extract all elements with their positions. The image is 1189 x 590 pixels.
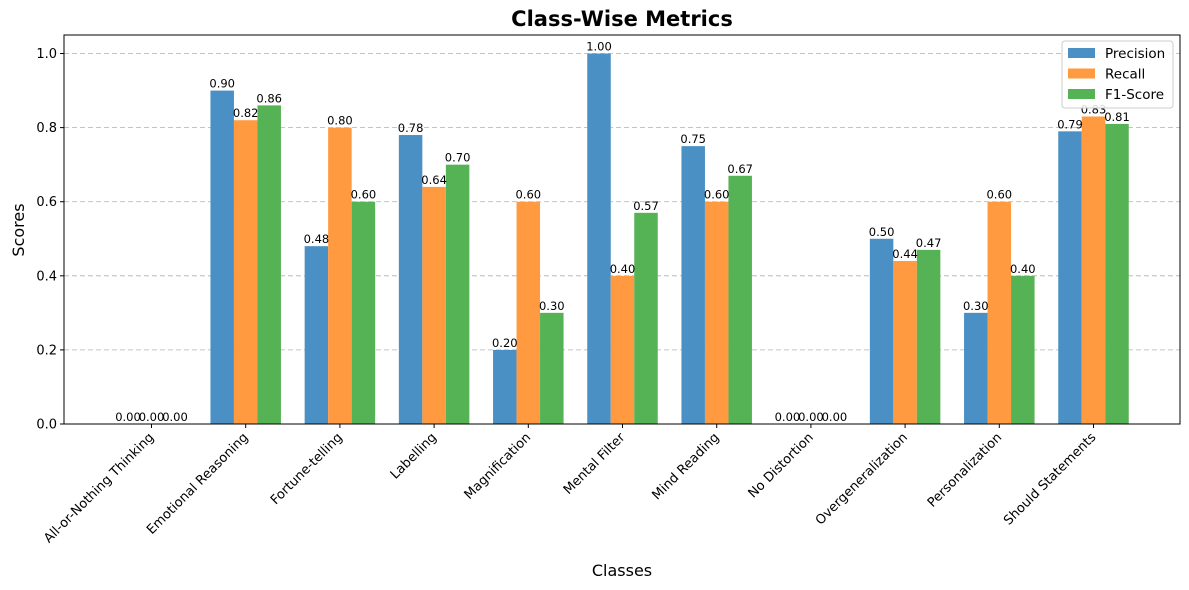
- y-tick-label: 0.0: [36, 418, 57, 433]
- data-label: 0.75: [680, 132, 706, 146]
- bar-f1-score: [257, 105, 281, 424]
- x-tick-label: Mind Reading: [650, 430, 723, 503]
- bar-f1-score: [540, 312, 564, 424]
- legend: Precision Recall F1-Score: [1061, 40, 1174, 109]
- legend-label: F1-Score: [1105, 87, 1164, 103]
- data-label: 0.80: [327, 114, 353, 128]
- x-tick-label: Overgeneralization: [813, 430, 911, 528]
- x-tick-label: Emotional Reasoning: [144, 430, 251, 537]
- y-tick-label: 0.4: [36, 269, 57, 284]
- x-tick-label: All-or-Nothing Thinking: [41, 430, 157, 546]
- bar-f1-score: [351, 201, 376, 424]
- x-tick-label: Should Statements: [1001, 430, 1099, 528]
- data-label: 0.48: [304, 232, 330, 246]
- x-tick-label: Fortune-telling: [268, 430, 346, 508]
- data-label: 0.00: [162, 410, 188, 424]
- x-tick-label: Magnification: [462, 430, 534, 502]
- legend-label: Precision: [1105, 46, 1165, 62]
- data-label: 0.67: [727, 162, 753, 176]
- bars: [210, 53, 1129, 425]
- data-label: 0.57: [633, 199, 659, 213]
- data-label: 0.90: [209, 77, 235, 91]
- bar-f1-score: [1011, 275, 1035, 424]
- bar-recall: [987, 201, 1012, 424]
- data-label: 0.20: [492, 336, 518, 350]
- data-label: 0.00: [775, 410, 801, 424]
- data-label: 0.00: [139, 410, 165, 424]
- bar-recall: [422, 186, 446, 424]
- bar-f1-score: [445, 164, 470, 424]
- bar-precision: [681, 146, 705, 424]
- x-tick-label: No Distortion: [746, 430, 817, 501]
- data-label: 0.60: [515, 188, 541, 202]
- bar-recall: [610, 275, 635, 424]
- bar-recall: [1081, 116, 1106, 424]
- y-tick-label: 0.6: [36, 195, 57, 210]
- bar-f1-score: [634, 212, 658, 424]
- x-tick-label: Labelling: [388, 430, 440, 482]
- y-tick-label: 1.0: [36, 47, 57, 62]
- data-label: 0.00: [798, 410, 824, 424]
- data-label: 0.30: [539, 299, 565, 313]
- data-label: 0.60: [986, 188, 1012, 202]
- data-label: 0.64: [421, 173, 447, 187]
- legend-swatch: [1068, 48, 1095, 58]
- bar-recall: [704, 201, 729, 424]
- data-label: 0.40: [1010, 262, 1036, 276]
- y-tick-label: 0.2: [36, 343, 57, 358]
- bar-precision: [210, 90, 234, 425]
- data-label: 0.78: [398, 121, 424, 135]
- data-label: 0.30: [963, 299, 989, 313]
- bar-recall: [516, 201, 541, 424]
- bar-precision: [587, 53, 611, 425]
- bar-precision: [398, 135, 423, 424]
- x-axis-title: Classes: [592, 561, 652, 580]
- data-label: 0.79: [1057, 117, 1083, 131]
- bar-f1-score: [728, 175, 752, 424]
- data-label: 0.86: [256, 91, 282, 105]
- bar-precision: [304, 246, 329, 424]
- y-axis-title: Scores: [9, 203, 28, 256]
- bar-f1-score: [1105, 123, 1129, 425]
- data-label: 0.00: [822, 410, 848, 424]
- bar-precision: [493, 349, 517, 424]
- data-label: 0.00: [115, 410, 141, 424]
- legend-swatch: [1068, 89, 1095, 99]
- data-label: 0.82: [233, 106, 259, 120]
- data-label: 0.44: [892, 247, 918, 261]
- data-label: 0.60: [704, 188, 730, 202]
- y-tick-label: 0.8: [36, 121, 57, 136]
- data-labels: 0.00 0.90 0.48 0.78 0.20 1.00 0.75 0.00 0.50 0.30…: [115, 40, 1130, 424]
- bar-recall: [893, 260, 917, 424]
- bar-precision: [1058, 131, 1082, 425]
- chart-title: Class-Wise Metrics: [511, 7, 733, 31]
- data-label: 0.40: [610, 262, 636, 276]
- bar-recall: [233, 120, 258, 424]
- data-label: 1.00: [586, 40, 612, 54]
- legend-label: Recall: [1105, 67, 1145, 83]
- data-label: 0.50: [869, 225, 895, 239]
- data-label: 0.60: [351, 188, 377, 202]
- bar-recall: [328, 127, 352, 424]
- legend-swatch: [1068, 68, 1095, 79]
- bar-f1-score: [916, 249, 941, 424]
- data-label: 0.81: [1104, 110, 1130, 124]
- bar-precision: [964, 312, 988, 424]
- x-tick-label: Mental Filter: [561, 430, 629, 498]
- data-label: 0.47: [916, 236, 942, 250]
- bar-precision: [869, 238, 894, 424]
- x-tick-label: Personalization: [925, 430, 1005, 510]
- y-axis: 0.0 0.2 0.4 0.6 0.8 1.0: [36, 47, 64, 433]
- data-label: 0.70: [445, 151, 471, 165]
